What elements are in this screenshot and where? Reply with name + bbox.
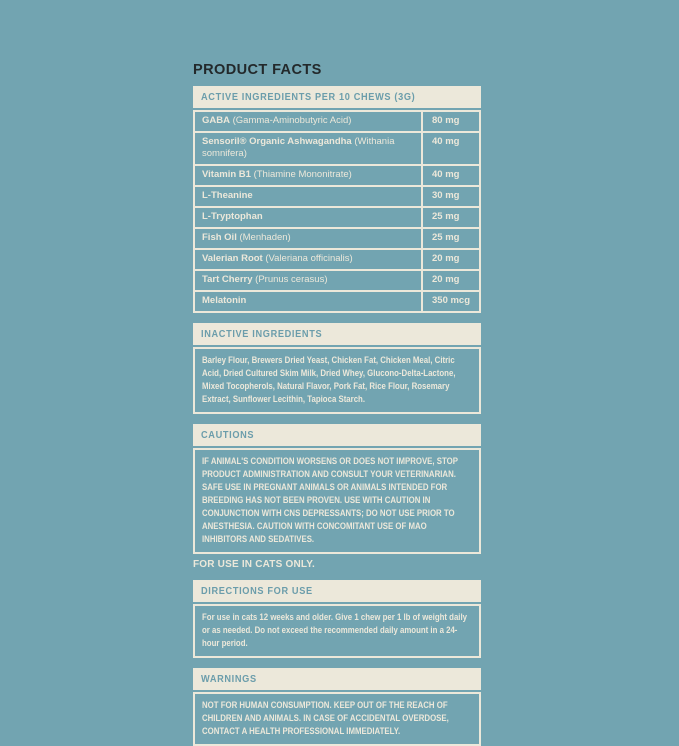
ingredient-name: GABA — [202, 115, 230, 126]
directions-header: DIRECTIONS FOR USE — [193, 580, 481, 602]
product-facts-label: PRODUCT FACTS ACTIVE INGREDIENTS PER 10 … — [193, 61, 481, 746]
ingredient-row: Melatonin 350 mcg — [195, 292, 479, 311]
ingredient-name: Fish Oil — [202, 232, 237, 243]
cautions-header: CAUTIONS — [193, 424, 481, 446]
active-ingredients-section: ACTIVE INGREDIENTS PER 10 CHEWS (3G) GAB… — [193, 86, 481, 313]
active-ingredients-header: ACTIVE INGREDIENTS PER 10 CHEWS (3G) — [193, 86, 481, 108]
ingredient-detail: (Prunus cerasus) — [252, 274, 328, 285]
ingredient-detail: (Valeriana officinalis) — [262, 253, 353, 264]
ingredient-row: Fish Oil (Menhaden) 25 mg — [195, 229, 479, 250]
ingredient-detail: (Withania somnifera) — [202, 136, 395, 159]
ingredient-name: L-Theanine — [202, 190, 253, 201]
ingredient-amount: 25 mg — [421, 208, 479, 227]
ingredient-row: Sensoril® Organic Ashwagandha (Withania … — [195, 133, 479, 166]
ingredient-name: L-Tryptophan — [202, 211, 263, 222]
active-ingredients-table: GABA (Gamma-Aminobutyric Acid) 80 mg Sen… — [193, 110, 481, 313]
inactive-ingredients-header: INACTIVE INGREDIENTS — [193, 323, 481, 345]
ingredient-detail: (Gamma-Aminobutyric Acid) — [229, 115, 352, 126]
ingredient-detail: (Thiamine Mononitrate) — [250, 169, 352, 180]
ingredient-name: Valerian Root — [202, 253, 263, 264]
directions-section: DIRECTIONS FOR USE For use in cats 12 we… — [193, 580, 481, 658]
ingredient-amount: 30 mg — [421, 187, 479, 206]
ingredient-detail: (Menhaden) — [236, 232, 291, 243]
ingredient-amount: 40 mg — [421, 166, 479, 185]
ingredient-amount: 40 mg — [421, 133, 479, 164]
ingredient-name: Tart Cherry — [202, 274, 253, 285]
ingredient-name: Vitamin B1 — [202, 169, 251, 180]
ingredient-amount: 25 mg — [421, 229, 479, 248]
ingredient-amount: 20 mg — [421, 250, 479, 269]
warnings-body: NOT FOR HUMAN CONSUMPTION. KEEP OUT OF T… — [193, 692, 481, 746]
ingredient-amount: 80 mg — [421, 112, 479, 131]
ingredient-row: Vitamin B1 (Thiamine Mononitrate) 40 mg — [195, 166, 479, 187]
ingredient-name: Sensoril® Organic Ashwagandha — [202, 136, 352, 147]
ingredient-row: GABA (Gamma-Aminobutyric Acid) 80 mg — [195, 112, 479, 133]
cats-only-note: FOR USE IN CATS ONLY. — [193, 559, 315, 570]
ingredient-name: Melatonin — [202, 295, 247, 306]
inactive-ingredients-body: Barley Flour, Brewers Dried Yeast, Chick… — [193, 347, 481, 414]
cautions-body: IF ANIMAL'S CONDITION WORSENS OR DOES NO… — [193, 448, 481, 554]
ingredient-row: Tart Cherry (Prunus cerasus) 20 mg — [195, 271, 479, 292]
directions-body: For use in cats 12 weeks and older. Give… — [193, 604, 481, 658]
ingredient-row: Valerian Root (Valeriana officinalis) 20… — [195, 250, 479, 271]
inactive-ingredients-section: INACTIVE INGREDIENTS Barley Flour, Brewe… — [193, 323, 481, 414]
ingredient-row: L-Theanine 30 mg — [195, 187, 479, 208]
warnings-section: WARNINGS NOT FOR HUMAN CONSUMPTION. KEEP… — [193, 668, 481, 746]
warnings-header: WARNINGS — [193, 668, 481, 690]
ingredient-row: L-Tryptophan 25 mg — [195, 208, 479, 229]
cautions-section: CAUTIONS IF ANIMAL'S CONDITION WORSENS O… — [193, 424, 481, 570]
ingredient-amount: 20 mg — [421, 271, 479, 290]
ingredient-amount: 350 mcg — [421, 292, 479, 311]
page-title: PRODUCT FACTS — [193, 61, 322, 78]
